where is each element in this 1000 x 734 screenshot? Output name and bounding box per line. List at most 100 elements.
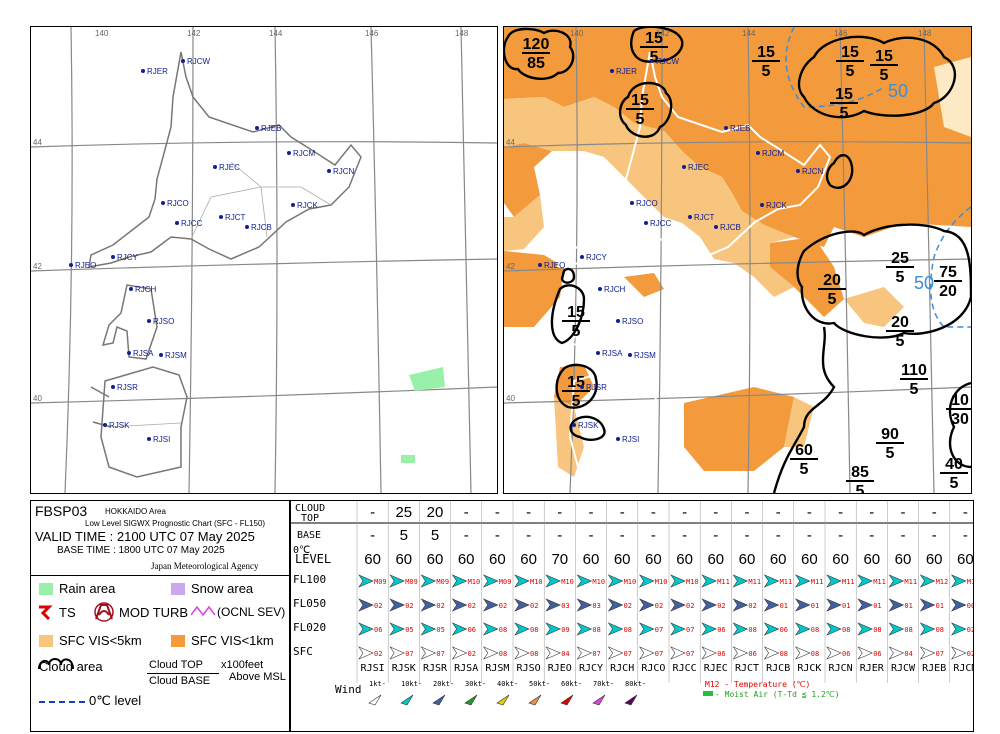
station-table: CLOUD TOP BASE 0℃ LEVEL FL100 FL050 FL020 SFC - - 6… [290,500,979,732]
station-header: RJCN [829,663,853,674]
temp-cell: M12 [936,578,949,586]
station-dot [688,215,692,219]
temp-cell: 05 [436,626,444,634]
level-cell: 60 [739,551,756,568]
cloud-top-cell: - [901,504,906,521]
station-label: RJCO [636,199,658,208]
cloud-top-cell: - [963,504,968,521]
cloud-top-value: 90 [881,426,899,443]
wind-arrow [763,574,780,588]
temp-cell: 02 [967,626,973,634]
station-label: RJEC [219,163,240,172]
rain-label: Rain area [59,581,116,596]
vis5-label: SFC VIS<5km [59,633,142,648]
cloud-base-cell: - [932,527,937,544]
cloud-base-value: 5 [886,445,895,462]
lat-label: 44 [506,138,515,147]
wind-key-arrow [432,694,446,706]
cloud-top-value: 15 [841,44,859,61]
temp-cell: 01 [842,602,850,610]
temp-cell: 03 [561,602,569,610]
temp-cell: 08 [499,650,507,658]
agency: Japan Meteorological Agency [151,561,259,571]
hdr-cloud-top-1: CLOUD [295,503,325,514]
station-dot [796,169,800,173]
wind-arrow [607,574,624,588]
temp-cell: 07 [436,650,444,658]
temp-cell: 02 [748,602,756,610]
cloud-top-value: 15 [645,30,663,47]
temp-cell: 08 [748,626,756,634]
wind-key-label: 1kt- [369,680,386,688]
wind-arrow [670,646,686,660]
area-name: HOKKAIDO Area [105,507,166,516]
station-dot [181,59,185,63]
lightning-icon [39,605,53,621]
right-map: 120 85 15 5 15 5 15 5 15 5 15 5 25 5 20 5 75 20 15 5 20 5 15 5 1… [504,27,971,493]
station-header: RJCT [735,663,759,674]
cloud-base-value: 5 [636,111,645,128]
wind-arrow [670,574,686,588]
station-label: RJSM [165,351,187,360]
temp-cell: 08 [499,626,507,634]
station-label: RJCK [297,201,319,210]
station-label: RJCT [694,213,715,222]
station-label: RJCC [181,219,203,228]
wind-arrow [545,598,561,612]
temp-cell: 07 [655,626,663,634]
level-cell: 60 [957,551,973,568]
temp-cell: 02 [468,602,476,610]
station-label: RJCN [333,167,355,176]
station-dot [650,59,654,63]
cloud-base-value: 5 [762,63,771,80]
wind-arrow [794,646,811,660]
cloud-outlines [504,27,971,493]
station-dot [596,351,600,355]
cloud-base-cell: - [901,527,906,544]
snow-label: Snow area [191,581,254,596]
freezing-label: 50 [914,273,934,293]
cloud-base-cell: - [963,527,968,544]
temp-cell: 07 [405,650,413,658]
station-label: RJCH [604,285,626,294]
hdr-level-2: LEVEL [295,552,331,566]
temp-cell: 02 [468,650,476,658]
wind-arrow [919,646,936,660]
station-dot [287,151,291,155]
cloud-base-cell: - [557,527,562,544]
station-markers: RJCW RJER RJEB RJCM RJCN RJEC RJCO RJCK RJCT RJCB… [69,57,355,444]
wind-arrow [451,646,468,660]
temp-cell: 08 [624,626,632,634]
temp-cell: 06 [717,650,725,658]
cloud-top-value: 15 [835,86,853,103]
level-cell: 60 [926,551,943,568]
wind-arrow [638,598,655,612]
station-header: RJCH [610,663,634,674]
temp-cell: 08 [842,626,850,634]
station-header: RJCY [579,663,603,674]
base-time: BASE TIME : 1800 UTC 07 May 2025 [57,545,225,556]
wind-arrow [732,622,749,636]
station-dot [580,255,584,259]
wind-arrow [888,598,905,612]
temp-cell: 02 [374,602,382,610]
station-label: RJCM [293,149,316,158]
cloud-top-value: 85 [851,464,869,481]
level-cell: 60 [364,551,381,568]
station-label: RJSR [586,383,607,392]
station-dot [572,423,576,427]
wind-arrow [482,574,499,588]
wind-key-arrow [592,694,606,706]
wind-key-label: 60kt- [561,680,582,688]
station-header: RJCO [641,663,665,674]
units-label-2: Above MSL [229,671,286,683]
wind-arrow [451,574,468,588]
temp-cell: 08 [592,626,600,634]
cloud-base-cell: - [651,527,656,544]
wind-arrow [888,646,905,660]
temp-cell: 02 [967,650,973,658]
temp-cell: M11 [717,578,730,586]
temp-cell: M11 [904,578,917,586]
level-cell: 60 [895,551,912,568]
